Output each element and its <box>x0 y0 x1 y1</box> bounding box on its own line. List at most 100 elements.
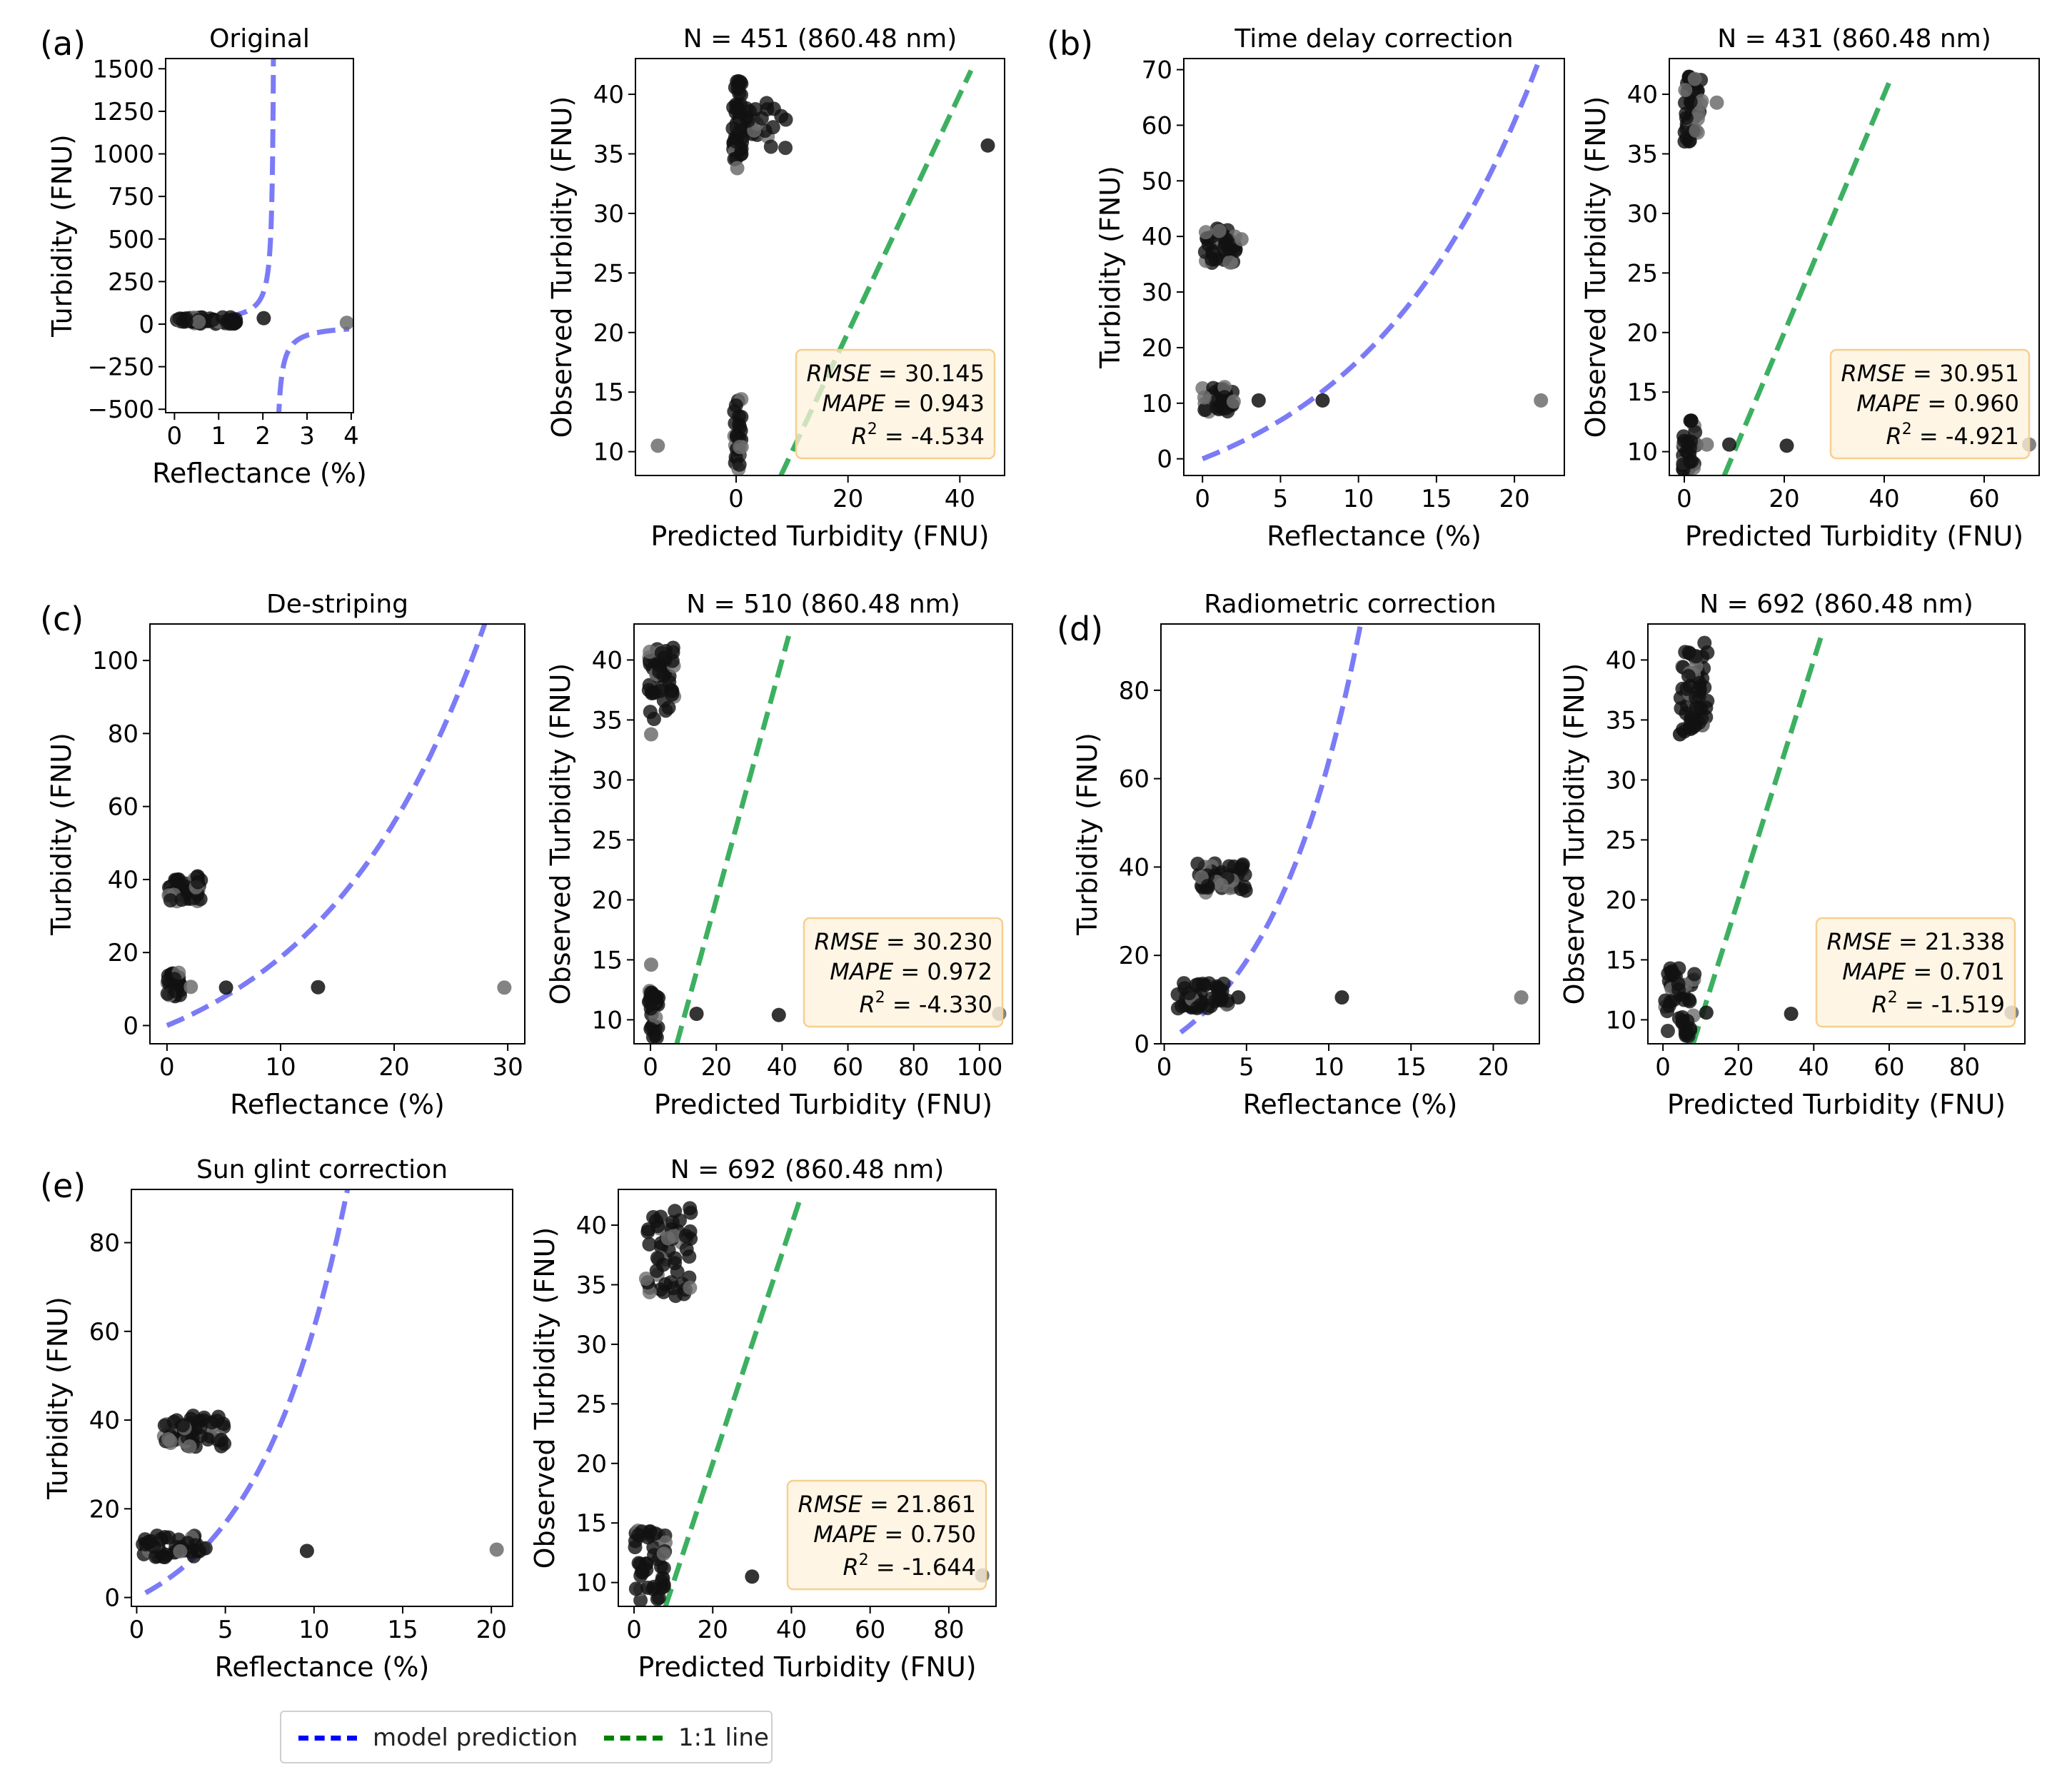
panel-a-pred: N = 451 (860.48 nm) 0 20 40 10 15 20 25 30 35 40 Pr… <box>546 24 1005 552</box>
data-point <box>1234 232 1249 247</box>
y-axis-label: Turbidity (FNU) <box>1095 166 1126 369</box>
plot-area <box>1170 624 1529 1035</box>
data-point <box>650 438 665 453</box>
data-point <box>1220 993 1235 1008</box>
stats-mape: MAPE = 0.701 <box>1842 958 2005 985</box>
x-tick-label: 10 <box>1343 485 1374 513</box>
x-tick-label: 40 <box>1799 1053 1829 1082</box>
y-tick-label: 0 <box>104 1584 120 1613</box>
data-point <box>648 1526 663 1541</box>
y-tick-label: 80 <box>108 720 139 748</box>
data-point <box>730 161 745 176</box>
data-point <box>980 138 995 153</box>
stats-r2: R2 = -1.519 <box>1871 989 2005 1018</box>
data-point <box>182 1439 197 1454</box>
y-tick-label: 0 <box>1157 446 1172 474</box>
plot-area <box>1658 635 2019 1044</box>
data-point <box>141 1535 156 1550</box>
data-point <box>665 687 680 702</box>
data-point <box>1198 225 1213 240</box>
y-tick-label: 70 <box>1142 56 1172 85</box>
data-point <box>1691 715 1706 730</box>
y-tick-label: 0 <box>139 311 154 339</box>
x-tick-label: 0 <box>1195 485 1210 513</box>
axes-frame <box>635 58 1005 476</box>
legend-swatch-model <box>298 1735 357 1741</box>
x-axis-label: Predicted Turbidity (FNU) <box>638 1651 976 1683</box>
data-point <box>168 984 183 999</box>
data-point <box>1682 441 1697 455</box>
y-tick-label: 40 <box>1142 223 1172 251</box>
y-tick-label: 60 <box>108 793 139 822</box>
y-tick-label: 20 <box>1142 334 1172 363</box>
data-point <box>1190 1001 1205 1016</box>
data-point <box>668 1289 683 1304</box>
y-tick-label: 40 <box>108 866 139 895</box>
data-point <box>1197 403 1212 418</box>
x-tick-label: 0 <box>626 1616 642 1644</box>
panel-label-c: (c) <box>40 600 84 638</box>
x-tick-label: 0 <box>129 1616 145 1644</box>
data-point <box>1235 857 1250 872</box>
x-tick-label: 100 <box>956 1053 1002 1082</box>
data-point <box>1687 967 1702 982</box>
x-tick-label: 4 <box>343 422 359 450</box>
y-tick-label: 35 <box>592 706 623 735</box>
x-tick-label: 30 <box>493 1053 523 1082</box>
plot-area <box>628 1200 990 1606</box>
chart-title: Original <box>209 24 310 54</box>
data-point <box>682 1270 697 1285</box>
data-point <box>167 972 182 987</box>
data-point <box>1687 71 1702 86</box>
stats-rmse: RMSE = 30.951 <box>1841 360 2020 387</box>
one-to-one-line <box>674 635 791 1044</box>
model-prediction-line <box>1201 59 1543 461</box>
data-point <box>497 980 512 995</box>
y-tick-label: 20 <box>592 886 623 915</box>
x-tick-label: 0 <box>159 1053 175 1082</box>
x-tick-label: 20 <box>701 1053 732 1082</box>
data-point <box>154 1531 169 1546</box>
x-tick-label: 5 <box>218 1616 233 1644</box>
axes-frame <box>1669 58 2040 476</box>
x-tick-label: 0 <box>728 485 744 513</box>
y-axis-label: Observed Turbidity (FNU) <box>1580 96 1611 438</box>
data-point <box>174 892 189 907</box>
data-point <box>672 1213 687 1228</box>
stats-rmse: RMSE = 30.230 <box>815 928 993 955</box>
y-tick-label: 30 <box>593 200 624 228</box>
y-tick-label: 1000 <box>92 141 154 169</box>
y-axis-label: Observed Turbidity (FNU) <box>529 1227 560 1569</box>
y-tick-label: 25 <box>592 826 623 855</box>
axes-frame <box>131 1189 513 1607</box>
y-tick-label: 40 <box>593 81 624 109</box>
x-tick-label: 40 <box>776 1616 807 1644</box>
y-axis-label: Observed Turbidity (FNU) <box>546 96 578 438</box>
data-point <box>1226 394 1241 409</box>
one-to-one-line <box>1721 75 1894 475</box>
data-point <box>668 1256 683 1271</box>
y-tick-label: 35 <box>593 140 624 168</box>
one-to-one-line <box>778 69 974 475</box>
x-tick-label: 10 <box>298 1616 329 1644</box>
y-tick-label: 35 <box>1606 706 1636 735</box>
stats-box-frame <box>786 1479 987 1591</box>
data-point <box>1683 413 1698 428</box>
x-tick-label: 15 <box>1421 485 1452 513</box>
y-tick-label: 15 <box>592 946 623 975</box>
data-point <box>1206 381 1221 396</box>
data-point <box>218 980 233 995</box>
data-point <box>1205 244 1220 259</box>
x-tick-label: 80 <box>898 1053 929 1082</box>
panel-label-a: (a) <box>40 24 86 63</box>
data-point <box>1699 437 1714 452</box>
data-point <box>1214 877 1229 892</box>
data-point <box>1660 1004 1675 1019</box>
y-tick-label: 10 <box>1606 1006 1636 1035</box>
data-point <box>656 1546 671 1561</box>
y-tick-label: −250 <box>88 353 154 382</box>
data-point <box>1679 681 1694 696</box>
y-tick-label: 40 <box>1627 81 1658 109</box>
y-tick-label: 35 <box>576 1271 607 1299</box>
